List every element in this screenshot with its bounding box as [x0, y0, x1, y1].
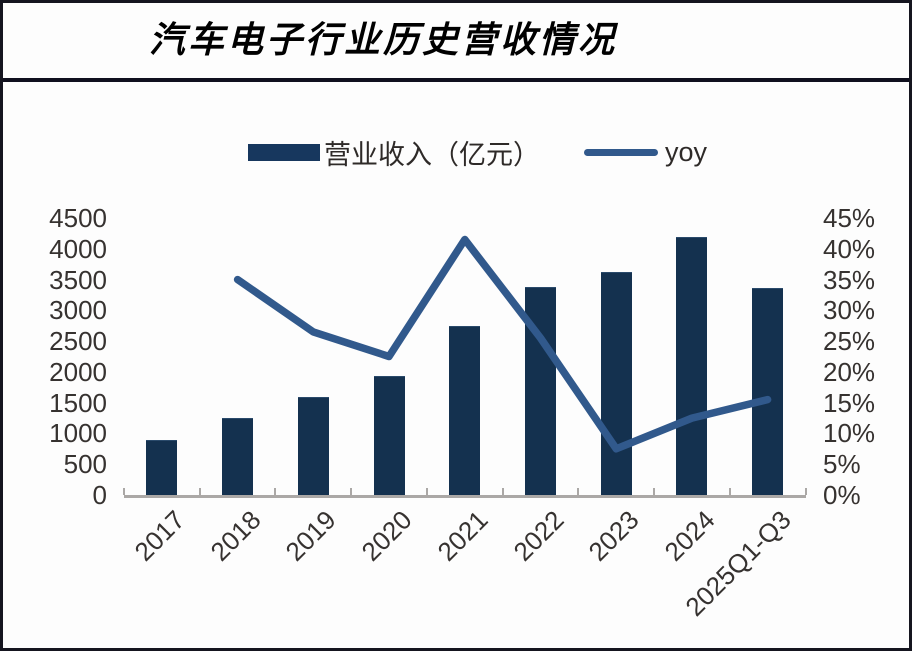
left-axis-tick-label: 1500 — [49, 387, 107, 418]
right-axis-tick-label: 0% — [823, 480, 861, 510]
right-axis-tick-label: 35% — [823, 264, 876, 295]
left-axis-tick-label: 4000 — [49, 233, 107, 264]
chart-title: 汽车电子行业历史营收情况 — [149, 20, 618, 60]
left-axis-tick-label: 3000 — [49, 295, 107, 326]
x-axis-tick — [804, 488, 807, 495]
x-axis-tick — [350, 488, 353, 495]
revenue-bar-2025Q1-Q3 — [752, 287, 784, 496]
right-axis-tick-label: 30% — [823, 295, 876, 326]
yoy-line — [233, 235, 772, 453]
x-axis-line — [124, 495, 806, 498]
title-divider — [3, 78, 909, 82]
left-axis-tick-label: 4500 — [49, 203, 107, 233]
revenue-bar-2019 — [297, 397, 329, 496]
left-axis-tick-label: 1000 — [49, 418, 107, 449]
revenue-bar-2020 — [373, 375, 405, 496]
right-axis-tick-label: 20% — [823, 356, 876, 387]
right-axis-tick-label: 5% — [823, 449, 861, 480]
x-axis-tick — [577, 488, 580, 495]
x-axis-tick — [123, 488, 125, 495]
revenue-bar-2023 — [600, 271, 632, 496]
legend: 营业收入（亿元） yoy — [248, 134, 707, 170]
legend-bar-swatch-icon — [248, 143, 320, 161]
right-axis-tick-label: 40% — [823, 233, 876, 264]
revenue-bar-2024 — [676, 237, 708, 496]
left-axis-tick-label: 3500 — [49, 264, 107, 295]
legend-line-label: yoy — [665, 136, 708, 167]
left-axis-tick-label: 2500 — [49, 326, 107, 357]
x-axis-tick — [198, 488, 201, 495]
revenue-bar-2017 — [146, 439, 178, 496]
revenue-bar-2021 — [449, 326, 481, 496]
legend-bar-label: 营业收入（亿元） — [324, 139, 540, 170]
yoy-line-chart — [233, 235, 772, 453]
x-axis-tick — [274, 488, 277, 495]
right-axis-tick-label: 15% — [823, 387, 876, 418]
right-axis-tick-label: 45% — [823, 203, 876, 233]
right-axis-tick-label: 25% — [823, 326, 876, 357]
left-axis-tick-label: 500 — [63, 449, 107, 480]
x-axis-tick — [501, 488, 504, 495]
revenue-bar-2018 — [222, 418, 254, 496]
x-axis-tick — [653, 488, 656, 495]
left-axis-tick-label: 0 — [92, 480, 107, 510]
x-axis-tick — [728, 488, 731, 495]
x-axis-tick — [425, 488, 428, 495]
plot-area: 0 500 1000 1500 2000 2500 3000 3500 4000 4500 0% 5%… — [3, 3, 909, 648]
right-axis-tick-label: 10% — [823, 418, 876, 449]
legend-line-swatch-icon — [584, 148, 658, 156]
left-axis-tick-label: 2000 — [49, 356, 107, 387]
